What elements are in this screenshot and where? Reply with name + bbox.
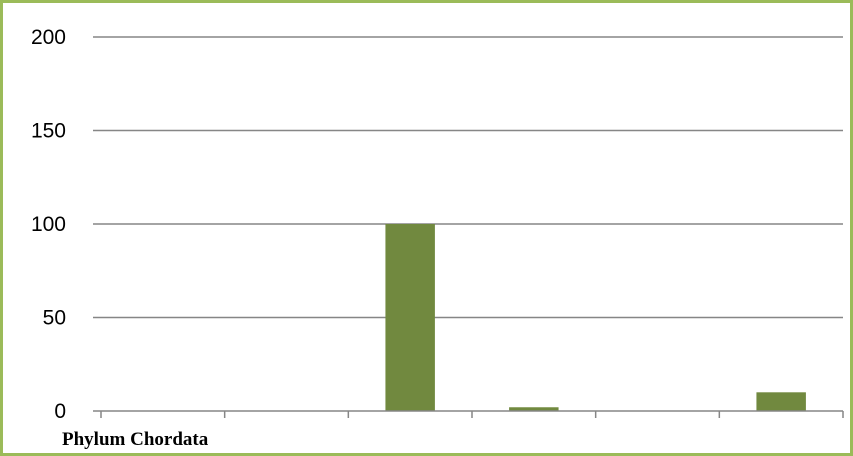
gridlines: [93, 36, 843, 319]
bar: [756, 392, 806, 411]
category-label: Phylum Chordata: [62, 429, 209, 450]
bar: [385, 224, 435, 411]
bar: [509, 407, 559, 411]
y-tick-label: 150: [31, 120, 66, 143]
bars: [385, 224, 806, 411]
y-tick-label: 50: [43, 307, 66, 330]
y-tick-label: 200: [31, 26, 66, 49]
y-tick-label: 0: [54, 400, 66, 423]
y-tick-labels: 0 50 100 150 200: [31, 26, 66, 423]
category-labels: Phylum Chordata: [62, 429, 209, 450]
y-tick-label: 100: [31, 213, 66, 236]
x-axis: [93, 410, 844, 418]
